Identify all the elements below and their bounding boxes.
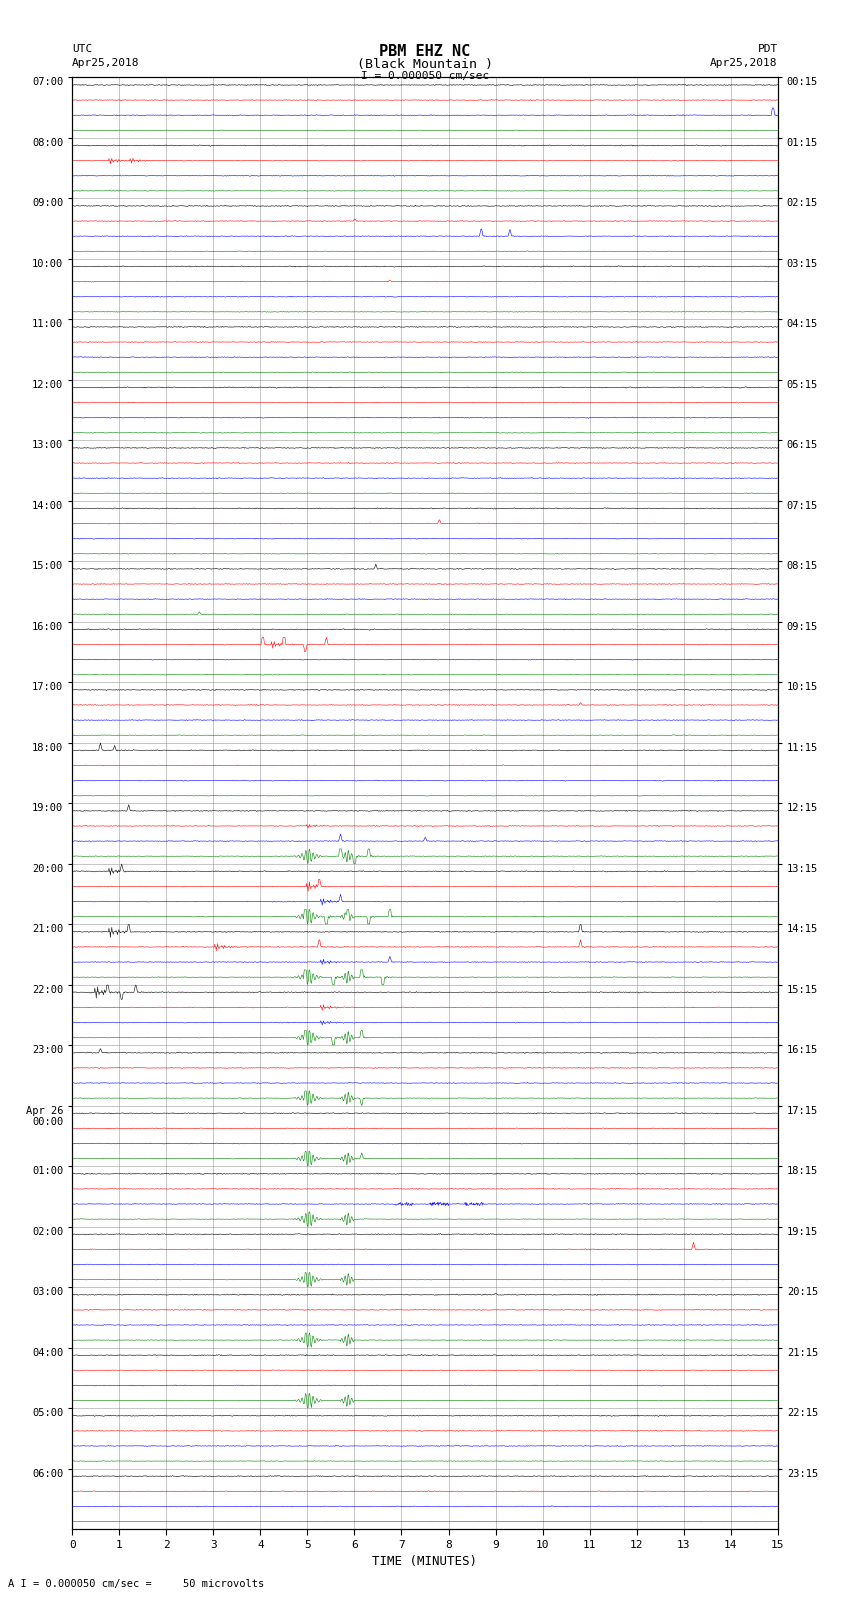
Text: I = 0.000050 cm/sec: I = 0.000050 cm/sec	[361, 71, 489, 81]
X-axis label: TIME (MINUTES): TIME (MINUTES)	[372, 1555, 478, 1568]
Text: Apr25,2018: Apr25,2018	[72, 58, 139, 68]
Text: (Black Mountain ): (Black Mountain )	[357, 58, 493, 71]
Text: PBM EHZ NC: PBM EHZ NC	[379, 44, 471, 58]
Text: PDT: PDT	[757, 44, 778, 53]
Text: A I = 0.000050 cm/sec =     50 microvolts: A I = 0.000050 cm/sec = 50 microvolts	[8, 1579, 264, 1589]
Text: Apr25,2018: Apr25,2018	[711, 58, 778, 68]
Text: UTC: UTC	[72, 44, 93, 53]
